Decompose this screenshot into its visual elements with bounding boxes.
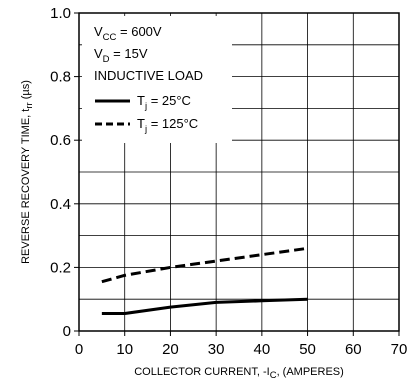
- condition-load: INDUCTIVE LOAD: [94, 68, 203, 83]
- x-tick-label: 30: [208, 341, 225, 358]
- condition-vd: VD = 15V: [94, 46, 148, 65]
- x-tick-label: 60: [345, 341, 362, 358]
- data-series: [101, 246, 308, 316]
- x-tick-label: 50: [299, 341, 316, 358]
- x-tick-label: 0: [75, 341, 83, 358]
- x-tick-label: 40: [254, 341, 271, 358]
- series-line-125c: [101, 246, 308, 284]
- y-tick-label: 0.8: [50, 69, 71, 86]
- y-tick-label: 0: [63, 323, 71, 340]
- x-tick-label: 10: [116, 341, 133, 358]
- series-line-25c: [101, 297, 308, 316]
- y-axis-label: REVERSE RECOVERY TIME, trr (µs): [20, 80, 35, 264]
- legend-box: [82, 16, 232, 143]
- y-tick-label: 0.6: [50, 132, 71, 149]
- y-tick-label: 1.0: [50, 5, 71, 22]
- y-axis-ticks: 0 0.2 0.4 0.6 0.8 1.0: [50, 5, 79, 340]
- condition-vcc: VCC = 600V: [94, 24, 162, 43]
- y-tick-label: 0.4: [50, 196, 71, 213]
- legend-label-25c: Tj = 25°C: [137, 93, 191, 112]
- legend-label-125c: Tj = 125°C: [137, 116, 198, 135]
- y-tick-label: 0.2: [50, 259, 71, 276]
- x-axis-label: COLLECTOR CURRENT, -IC, (AMPERES): [134, 366, 344, 381]
- x-axis-ticks: 0 10 20 30 40 50 60 70: [75, 331, 408, 358]
- x-tick-label: 20: [162, 341, 179, 358]
- x-tick-label: 70: [391, 341, 408, 358]
